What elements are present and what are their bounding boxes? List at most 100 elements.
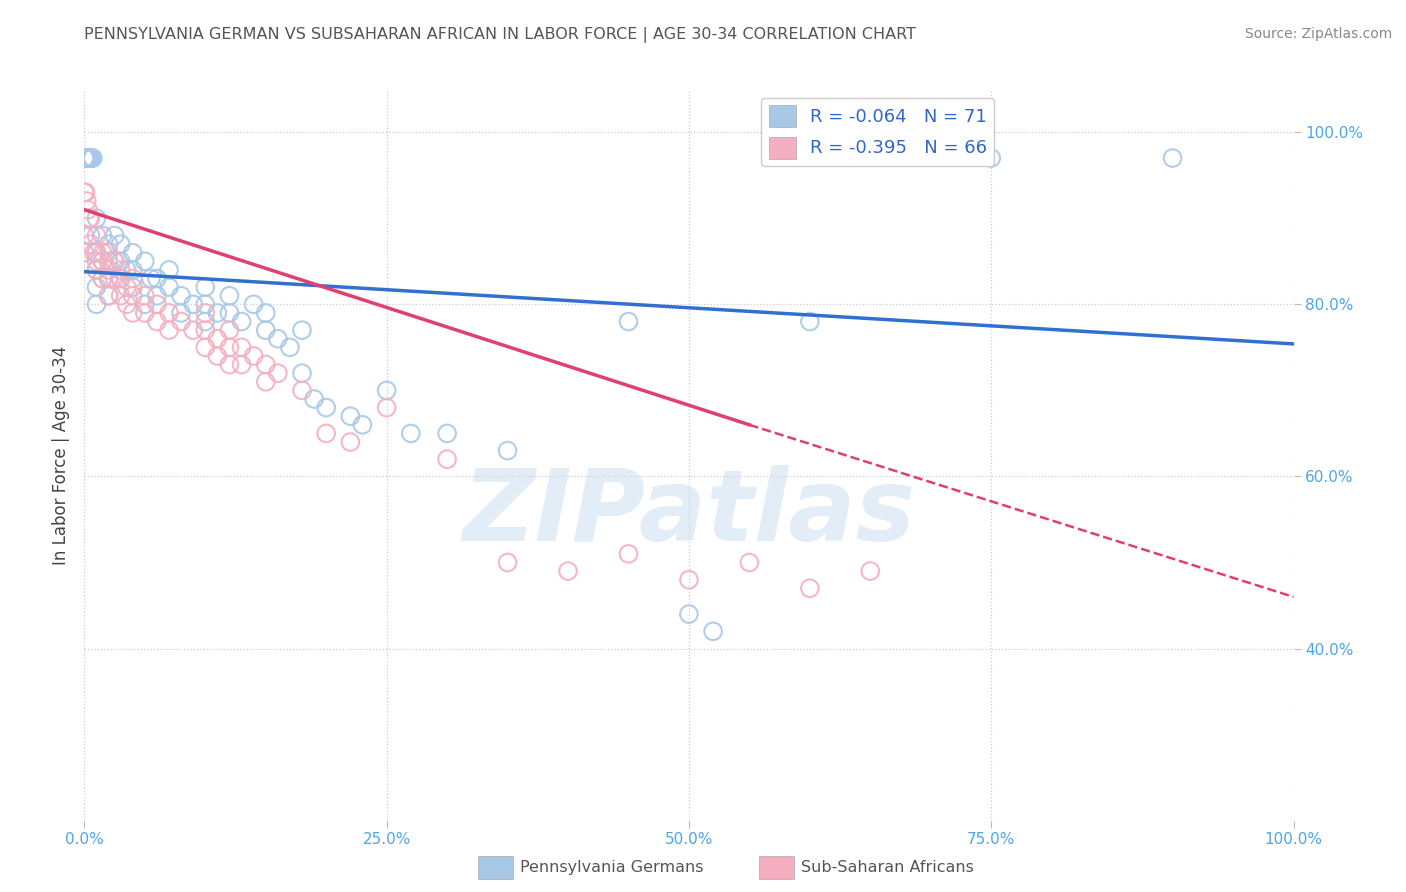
Point xyxy=(110,289,132,303)
Point xyxy=(115,263,138,277)
Point xyxy=(194,323,217,337)
Point xyxy=(157,263,180,277)
Text: Source: ZipAtlas.com: Source: ZipAtlas.com xyxy=(1244,27,1392,41)
Point xyxy=(170,289,193,303)
Point xyxy=(738,556,761,570)
Point xyxy=(104,254,127,268)
Text: Pennsylvania Germans: Pennsylvania Germans xyxy=(520,861,704,875)
Point xyxy=(82,151,104,165)
Point xyxy=(104,254,127,268)
Point xyxy=(97,254,120,268)
Point xyxy=(110,271,132,285)
Point xyxy=(104,271,127,285)
Point xyxy=(121,306,143,320)
Point xyxy=(91,228,114,243)
Point xyxy=(79,237,101,252)
Point xyxy=(77,151,100,165)
Point xyxy=(86,245,108,260)
Point xyxy=(799,582,821,596)
Point xyxy=(77,151,100,165)
Point xyxy=(194,280,217,294)
Point xyxy=(278,340,301,354)
Point xyxy=(617,314,640,328)
Legend: R = -0.064   N = 71, R = -0.395   N = 66: R = -0.064 N = 71, R = -0.395 N = 66 xyxy=(761,98,994,166)
Point xyxy=(496,556,519,570)
Point xyxy=(375,384,398,398)
Point xyxy=(110,237,132,252)
Point xyxy=(218,289,240,303)
Point xyxy=(75,186,97,200)
Point xyxy=(399,426,422,441)
Point xyxy=(134,289,156,303)
Point xyxy=(181,323,204,337)
Y-axis label: In Labor Force | Age 30-34: In Labor Force | Age 30-34 xyxy=(52,345,70,565)
Point xyxy=(91,271,114,285)
Point xyxy=(134,297,156,311)
Point xyxy=(267,332,290,346)
Point xyxy=(315,426,337,441)
Point xyxy=(617,547,640,561)
Point xyxy=(678,607,700,621)
Point xyxy=(436,426,458,441)
Point xyxy=(859,564,882,578)
Point xyxy=(77,202,100,217)
Point xyxy=(86,245,108,260)
Point xyxy=(73,186,96,200)
Point xyxy=(146,297,169,311)
Point xyxy=(218,323,240,337)
Point xyxy=(231,340,253,354)
Point xyxy=(352,417,374,432)
Point xyxy=(218,358,240,372)
Point xyxy=(110,263,132,277)
Point xyxy=(86,280,108,294)
Point xyxy=(97,271,120,285)
Point xyxy=(170,314,193,328)
Point xyxy=(86,254,108,268)
Point xyxy=(79,151,101,165)
Point xyxy=(339,409,361,424)
Point xyxy=(110,254,132,268)
Point xyxy=(86,228,108,243)
Point xyxy=(110,271,132,285)
Point xyxy=(157,323,180,337)
Point xyxy=(157,280,180,294)
Text: Sub-Saharan Africans: Sub-Saharan Africans xyxy=(801,861,974,875)
Point xyxy=(207,306,229,320)
Point xyxy=(91,254,114,268)
Point xyxy=(121,263,143,277)
Point xyxy=(146,314,169,328)
Point xyxy=(207,332,229,346)
Point xyxy=(77,211,100,226)
Point xyxy=(194,340,217,354)
Point xyxy=(79,211,101,226)
Point xyxy=(291,366,314,380)
Point xyxy=(242,349,264,363)
Point xyxy=(254,306,277,320)
Point xyxy=(207,349,229,363)
Point xyxy=(146,271,169,285)
Point xyxy=(73,228,96,243)
Point xyxy=(980,151,1002,165)
Point xyxy=(115,297,138,311)
Point xyxy=(86,211,108,226)
Point xyxy=(218,340,240,354)
Point xyxy=(194,297,217,311)
Point xyxy=(496,443,519,458)
Point xyxy=(83,245,105,260)
Point xyxy=(97,263,120,277)
Point xyxy=(121,245,143,260)
Point xyxy=(97,271,120,285)
Point xyxy=(76,194,98,208)
Point xyxy=(231,358,253,372)
Point xyxy=(302,392,325,406)
Point xyxy=(181,297,204,311)
Point xyxy=(97,237,120,252)
Point xyxy=(194,314,217,328)
Point xyxy=(339,435,361,450)
Point xyxy=(436,452,458,467)
Point xyxy=(79,228,101,243)
Point xyxy=(557,564,579,578)
Point xyxy=(157,306,180,320)
Point xyxy=(315,401,337,415)
Point xyxy=(254,358,277,372)
